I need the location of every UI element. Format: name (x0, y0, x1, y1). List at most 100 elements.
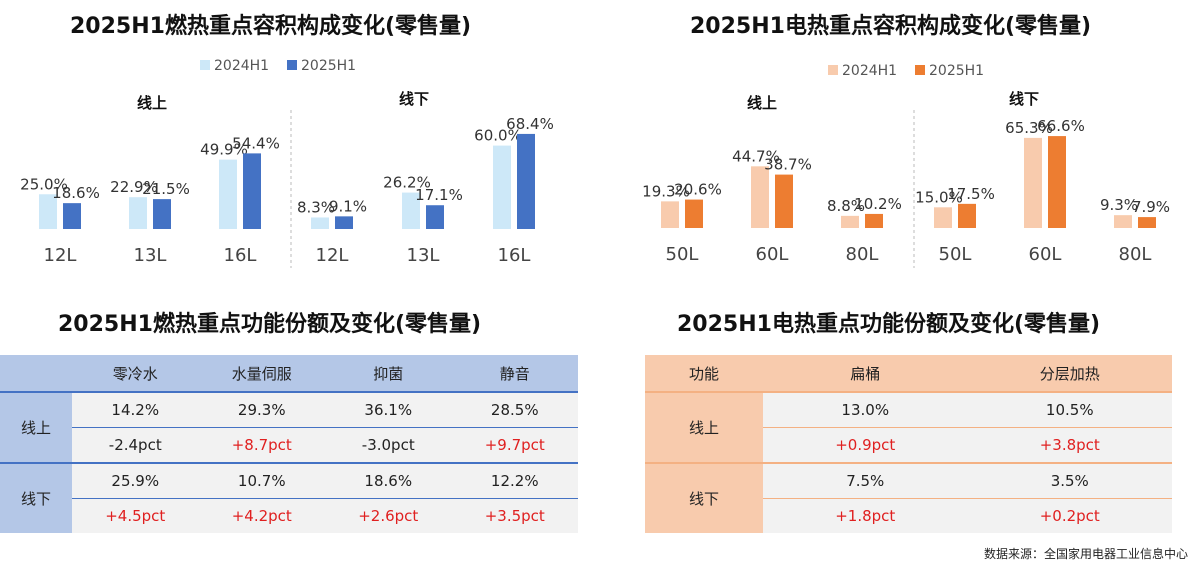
legend-label: 2025H1 (929, 63, 984, 79)
data-label: 66.6% (1037, 117, 1085, 135)
category-label: 60L (756, 244, 789, 265)
data-label: 22.9% (110, 178, 158, 196)
change-row: +1.8pct +0.2pct (645, 498, 1172, 533)
category-label: 12L (316, 245, 349, 266)
category-label: 80L (846, 244, 879, 265)
change-cell: +3.5pct (451, 498, 578, 533)
share-cell: 7.5% (763, 463, 968, 499)
elec-function-table: 功能 扁桶 分层加热 线上 13.0% 10.5% +0.9pct +3.8pct 线下 7.5%… (645, 355, 1172, 533)
category-label: 13L (407, 245, 440, 266)
share-cell: 3.5% (967, 463, 1172, 499)
share-cell: 12.2% (451, 463, 578, 499)
change-cell: -2.4pct (72, 427, 199, 463)
bar (751, 166, 769, 228)
change-cell: +9.7pct (451, 427, 578, 463)
group-cell: 线下 (645, 463, 763, 533)
header-row: 功能 扁桶 分层加热 (645, 355, 1172, 392)
charts-canvas: 线上 线下 2024H1 25.0% 22.9% 49.9% 8.3% 26.2% 60.0% 2… (20, 58, 1170, 268)
change-row: -2.4pct +8.7pct -3.0pct +9.7pct (0, 427, 578, 463)
bar (311, 217, 329, 229)
change-cell: +2.6pct (325, 498, 452, 533)
bar (219, 159, 237, 229)
category-label: 16L (224, 245, 257, 266)
data-label: 9.3% (1100, 196, 1138, 214)
group-label: 线下 (399, 90, 429, 108)
bar (958, 203, 976, 228)
data-label: 25.0% (20, 175, 68, 193)
legend-swatch (915, 65, 925, 75)
legend-swatch (828, 65, 838, 75)
header-row: 零冷水 水量伺服 抑菌 静音 (0, 355, 578, 392)
header-cell: 扁桶 (850, 364, 881, 383)
elec-table-title: 2025H1电热重点功能份额及变化(零售量) (677, 312, 1101, 337)
data-label: 26.2% (383, 174, 431, 192)
bar (153, 199, 171, 229)
bar (934, 207, 952, 228)
group-cell: 线上 (645, 392, 763, 463)
bar (402, 192, 420, 229)
legend-swatch (287, 60, 297, 70)
legend-label: 2025H1 (301, 58, 356, 74)
share-row: 线下 25.9% 10.7% 18.6% 12.2% (0, 463, 578, 533)
share-cell: 14.2% (72, 392, 199, 428)
legend-swatch (200, 60, 210, 70)
gas-chart-title: 2025H1燃热重点容积构成变化(零售量) (70, 14, 472, 39)
change-row: +4.5pct +4.2pct +2.6pct +3.5pct (0, 498, 578, 533)
bar (63, 203, 81, 229)
data-label: 17.1% (415, 186, 463, 204)
category-label: 12L (44, 245, 77, 266)
data-source: 数据来源：全国家用电器工业信息中心 (983, 547, 1188, 561)
legend-label: 2024H1 (214, 58, 269, 74)
data-label: 7.9% (1132, 198, 1170, 216)
header-cell (0, 355, 72, 392)
bar (1024, 137, 1042, 228)
data-label: 8.8% (827, 197, 865, 215)
group-label: 线上 (747, 94, 777, 112)
header-cell: 分层加热 (1039, 364, 1100, 383)
bar (775, 174, 793, 228)
data-label: 15.0% (915, 188, 963, 206)
header-cell: 零冷水 (112, 364, 158, 383)
category-label: 80L (1119, 244, 1152, 265)
data-label: 21.5% (142, 180, 190, 198)
change-cell: +3.8pct (967, 427, 1172, 463)
data-label: 19.3% (642, 182, 690, 200)
data-label: 18.6% (52, 184, 100, 202)
bar (865, 213, 883, 228)
bar (841, 215, 859, 228)
bar (1114, 215, 1132, 228)
share-cell: 10.7% (198, 463, 325, 499)
data-label: 68.4% (506, 115, 554, 133)
bar (1048, 136, 1066, 228)
share-cell: 13.0% (763, 392, 968, 428)
category-label: 13L (134, 245, 167, 266)
data-label: 8.3% (297, 198, 335, 216)
data-label: 38.7% (764, 156, 812, 174)
change-cell: +4.5pct (72, 498, 199, 533)
category-label: 16L (498, 245, 531, 266)
gas-function-table: 零冷水 水量伺服 抑菌 静音 线上 14.2% 29.3% 36.1% 28.5% -2.4pct… (0, 355, 578, 533)
bar (685, 199, 703, 228)
gas-table-title: 2025H1燃热重点功能份额及变化(零售量) (58, 312, 482, 337)
data-label: 49.9% (200, 141, 248, 159)
share-cell: 36.1% (325, 392, 452, 428)
group-label: 线上 (137, 94, 167, 112)
group-cell: 线上 (0, 392, 72, 463)
bar (39, 194, 57, 229)
bar (129, 197, 147, 229)
data-label: 10.2% (854, 195, 902, 213)
bar (661, 201, 679, 228)
bar (335, 216, 353, 229)
data-label: 60.0% (474, 127, 522, 145)
share-cell: 29.3% (198, 392, 325, 428)
share-cell: 25.9% (72, 463, 199, 499)
share-row: 线下 7.5% 3.5% (645, 463, 1172, 533)
bar (1138, 217, 1156, 228)
header-cell: 抑菌 (373, 364, 404, 383)
bar (426, 205, 444, 229)
category-label: 50L (666, 244, 699, 265)
data-label: 44.7% (732, 147, 780, 165)
legend-label: 2024H1 (842, 63, 897, 79)
bar (493, 145, 511, 229)
share-cell: 10.5% (967, 392, 1172, 428)
